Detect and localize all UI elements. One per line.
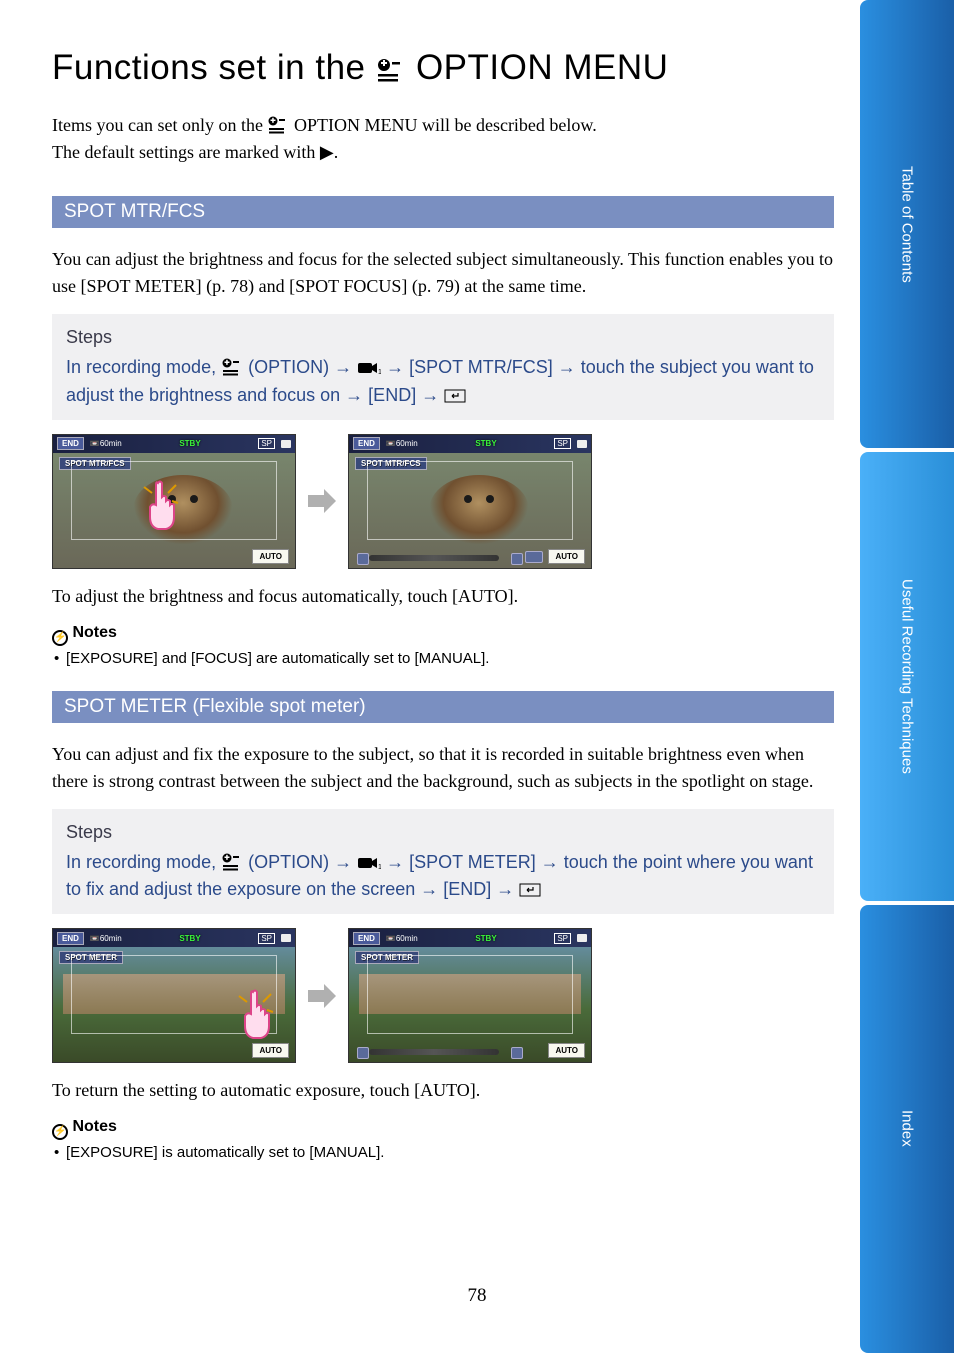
notes-bullet: [EXPOSURE] and [FOCUS] are automatically… bbox=[52, 648, 834, 669]
section-header-spot-mtr-fcs: SPOT MTR/FCS bbox=[52, 196, 834, 228]
end-button: END bbox=[57, 932, 84, 945]
battery-indicator: 📼60min bbox=[90, 934, 122, 943]
arrow-icon bbox=[306, 487, 338, 515]
auto-button: AUTO bbox=[252, 549, 289, 564]
tab-table-of-contents[interactable]: Table of Contents bbox=[860, 0, 954, 448]
tab-sidebar: Table of Contents Useful Recording Techn… bbox=[860, 0, 954, 1357]
exposure-slider bbox=[369, 1049, 499, 1055]
screenshot-2a: END 📼60min STBY SP SPOT METER AUTO bbox=[52, 928, 296, 1063]
section2-desc: You can adjust and fix the exposure to t… bbox=[52, 741, 834, 795]
notes-icon: ⚡ bbox=[52, 630, 68, 646]
page-title: Functions set in the OPTION MENU bbox=[52, 48, 834, 88]
disk-icon bbox=[577, 440, 587, 448]
screenshot-row-1: END 📼60min STBY SP SPOT MTR/FCS AUTO END… bbox=[52, 434, 834, 569]
return-button bbox=[525, 551, 543, 563]
disk-icon bbox=[281, 440, 291, 448]
battery-indicator: 📼60min bbox=[90, 439, 122, 448]
end-button: END bbox=[57, 437, 84, 450]
battery-indicator: 📼60min bbox=[386, 934, 418, 943]
return-icon bbox=[444, 384, 466, 398]
tab-useful-recording-techniques[interactable]: Useful Recording Techniques bbox=[860, 452, 954, 900]
camera-tab-icon: 1 bbox=[357, 356, 381, 370]
steps-label: Steps bbox=[66, 819, 820, 847]
section1-auto-text: To adjust the brightness and focus autom… bbox=[52, 583, 834, 610]
auto-button: AUTO bbox=[252, 1043, 289, 1058]
stby-indicator: STBY bbox=[475, 439, 496, 448]
steps-content: In recording mode, (OPTION) → 1 → [SPOT … bbox=[66, 852, 813, 900]
option-icon bbox=[267, 115, 289, 133]
intro-text: Items you can set only on the OPTION MEN… bbox=[52, 112, 834, 166]
end-button: END bbox=[353, 437, 380, 450]
steps-content: In recording mode, (OPTION) → 1 → [SPOT … bbox=[66, 357, 814, 405]
notes-header: ⚡ Notes bbox=[52, 624, 834, 646]
steps-label: Steps bbox=[66, 324, 820, 352]
stby-indicator: STBY bbox=[179, 439, 200, 448]
section-header-spot-meter: SPOT METER (Flexible spot meter) bbox=[52, 691, 834, 723]
title-pre: Functions set in the bbox=[52, 48, 376, 87]
auto-button: AUTO bbox=[548, 549, 585, 564]
option-icon bbox=[221, 852, 243, 870]
focus-frame bbox=[367, 955, 573, 1034]
focus-frame bbox=[367, 461, 573, 540]
notes-header: ⚡ Notes bbox=[52, 1118, 834, 1140]
screenshot-2b: END 📼60min STBY SP SPOT METER AUTO bbox=[348, 928, 592, 1063]
camera-tab-icon: 1 bbox=[357, 851, 381, 865]
sp-indicator: SP bbox=[258, 933, 275, 944]
steps-box-2: Steps In recording mode, (OPTION) → 1 → … bbox=[52, 809, 834, 915]
disk-icon bbox=[281, 934, 291, 942]
exposure-slider bbox=[369, 555, 499, 561]
notes-bullet: [EXPOSURE] is automatically set to [MANU… bbox=[52, 1142, 834, 1163]
screenshot-row-2: END 📼60min STBY SP SPOT METER AUTO END 📼… bbox=[52, 928, 834, 1063]
arrow-icon bbox=[306, 982, 338, 1010]
touch-hand-icon bbox=[138, 475, 188, 535]
sp-indicator: SP bbox=[258, 438, 275, 449]
auto-button: AUTO bbox=[548, 1043, 585, 1058]
screenshot-1b: END 📼60min STBY SP SPOT MTR/FCS AUTO bbox=[348, 434, 592, 569]
notes-icon: ⚡ bbox=[52, 1124, 68, 1140]
screenshot-1a: END 📼60min STBY SP SPOT MTR/FCS AUTO bbox=[52, 434, 296, 569]
section2-auto-text: To return the setting to automatic expos… bbox=[52, 1077, 834, 1104]
battery-indicator: 📼60min bbox=[386, 439, 418, 448]
disk-icon bbox=[577, 934, 587, 942]
stby-indicator: STBY bbox=[179, 934, 200, 943]
option-icon bbox=[376, 51, 406, 75]
section1-desc: You can adjust the brightness and focus … bbox=[52, 246, 834, 300]
touch-hand-icon bbox=[233, 984, 283, 1044]
sp-indicator: SP bbox=[554, 933, 571, 944]
end-button: END bbox=[353, 932, 380, 945]
return-icon bbox=[519, 878, 541, 892]
title-post: OPTION MENU bbox=[406, 48, 669, 87]
sp-indicator: SP bbox=[554, 438, 571, 449]
page-number: 78 bbox=[0, 1285, 954, 1307]
steps-box-1: Steps In recording mode, (OPTION) → 1 → … bbox=[52, 314, 834, 420]
stby-indicator: STBY bbox=[475, 934, 496, 943]
option-icon bbox=[221, 357, 243, 375]
